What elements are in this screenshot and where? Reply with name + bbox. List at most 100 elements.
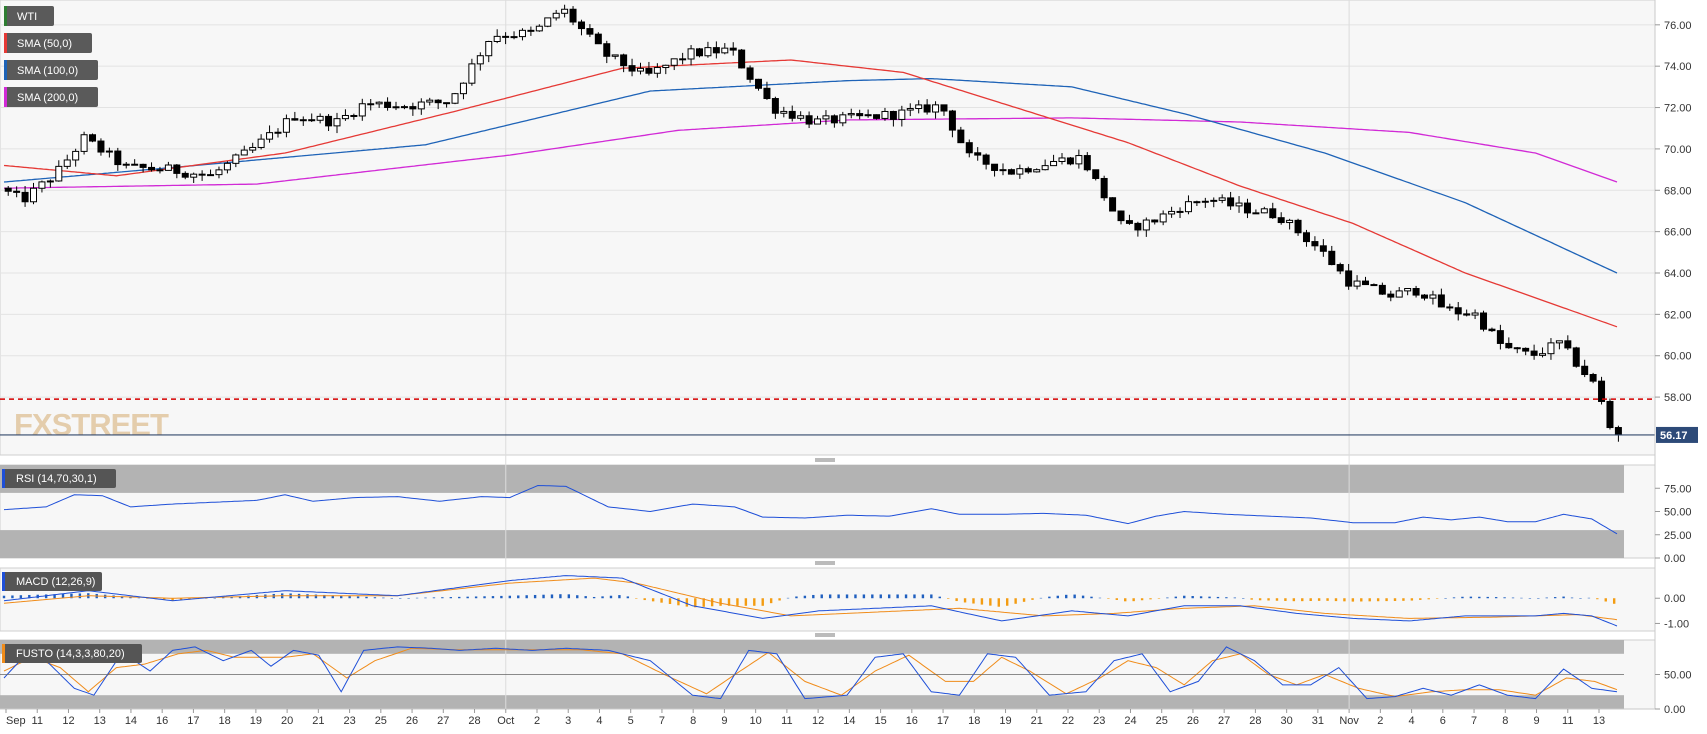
fxstreet-watermark: FXSTREET	[14, 407, 169, 442]
candle-body	[1361, 280, 1369, 286]
fusto-label[interactable]: FUSTO (14,3,3,80,20)	[2, 644, 142, 663]
candle	[1260, 206, 1268, 214]
candle	[822, 110, 830, 125]
pane-resize-handle[interactable]	[815, 561, 835, 566]
macd-histogram-bar	[1461, 596, 1464, 599]
candle	[384, 97, 392, 111]
price-pane-background	[0, 0, 1656, 456]
pane-resize-handle[interactable]	[815, 633, 835, 638]
legend-item[interactable]: SMA (200,0)	[4, 87, 98, 107]
macd-histogram-bar	[938, 596, 941, 599]
macd-histogram-bar	[719, 598, 722, 606]
candle	[746, 65, 754, 83]
x-tick-label: 4	[1409, 715, 1415, 727]
candle	[434, 99, 442, 110]
macd-histogram-bar	[769, 598, 773, 604]
candle-body	[1336, 264, 1344, 272]
pane-resize-handle[interactable]	[815, 458, 835, 463]
candle	[1083, 152, 1091, 172]
candle-body	[763, 87, 771, 100]
rsi-label[interactable]: RSI (14,70,30,1)	[2, 469, 116, 488]
macd-histogram-bar	[887, 594, 891, 599]
legend-item[interactable]: WTI	[4, 6, 54, 26]
candle-body	[788, 110, 796, 119]
candle-body	[1100, 177, 1108, 199]
candle-body	[392, 106, 400, 109]
candle-body	[830, 115, 838, 124]
candle-body	[965, 142, 973, 154]
legend-item-background	[4, 87, 98, 107]
candle	[1606, 398, 1614, 430]
candle-body	[55, 165, 63, 182]
price-tick-label: 72.00	[1664, 103, 1692, 115]
candle	[1547, 338, 1555, 360]
legend-item[interactable]: SMA (50,0)	[4, 33, 92, 53]
macd-histogram-bar	[896, 594, 899, 599]
macd-histogram-bar	[1275, 598, 1279, 601]
candlestick-series	[4, 4, 1622, 442]
candle	[1378, 282, 1386, 295]
candle	[4, 185, 12, 196]
candle-body	[493, 35, 501, 42]
macd-histogram-bar	[1048, 596, 1051, 599]
candle-body	[409, 106, 417, 110]
fusto-k-line	[3, 646, 1618, 700]
candle	[544, 17, 552, 28]
candle	[468, 58, 476, 86]
candle	[662, 64, 670, 75]
candle	[89, 133, 97, 143]
macd-histogram-bar	[980, 598, 984, 605]
candle-body	[628, 65, 636, 72]
candle	[628, 58, 636, 77]
candle	[1075, 149, 1083, 169]
macd-histogram-bar	[685, 598, 689, 607]
candle	[1437, 288, 1445, 308]
macd-histogram-bar	[1090, 596, 1093, 599]
candle	[1539, 347, 1547, 358]
sma-100-line	[3, 77, 1618, 274]
candle-body	[325, 115, 333, 127]
candle	[409, 102, 417, 116]
macd-histogram-bar	[483, 596, 486, 599]
macd-histogram-bar	[989, 598, 992, 606]
macd-histogram-bar	[44, 594, 48, 599]
candle	[1454, 302, 1462, 321]
macd-histogram-bar	[576, 595, 579, 599]
candle	[367, 99, 375, 111]
x-tick-label: 12	[812, 715, 824, 727]
macd-histogram-bar	[1427, 598, 1430, 600]
candle	[1387, 290, 1395, 302]
macd-histogram-bar	[424, 597, 427, 599]
candle-body	[164, 164, 172, 171]
candle	[535, 24, 543, 32]
candle-body	[350, 114, 358, 117]
macd-histogram-bar	[1494, 597, 1498, 599]
candle-body	[662, 64, 670, 69]
macd-label[interactable]: MACD (12,26,9)	[2, 572, 102, 591]
candle-body	[771, 98, 779, 114]
macd-histogram-bar	[205, 598, 208, 599]
candle	[518, 28, 526, 41]
macd-histogram-bar	[643, 598, 646, 601]
macd-histogram-bar	[651, 598, 655, 602]
candle-body	[974, 152, 982, 156]
x-tick-label: 26	[406, 715, 418, 727]
candle-body	[1378, 284, 1386, 295]
candle	[282, 114, 290, 138]
candle-body	[63, 159, 71, 167]
macd-histogram-bar	[306, 594, 309, 599]
candle-body	[1050, 160, 1058, 167]
candle-body	[1210, 199, 1218, 202]
legend-item-background	[4, 60, 98, 80]
candle-body	[1572, 347, 1580, 367]
legend-item[interactable]: SMA (100,0)	[4, 60, 98, 80]
x-tick-label: 18	[219, 715, 231, 727]
macd-histogram-bar	[1612, 598, 1616, 604]
macd-histogram-bar	[1503, 597, 1506, 599]
macd-histogram-bar	[1267, 598, 1270, 601]
macd-histogram-bar	[1351, 598, 1355, 602]
candle-body	[114, 150, 122, 166]
candle-body	[1033, 169, 1041, 173]
candle-body	[131, 163, 139, 166]
candle-body	[1311, 241, 1319, 247]
